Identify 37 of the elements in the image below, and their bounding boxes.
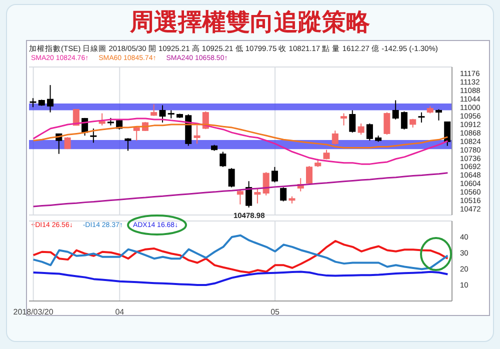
candlestick	[435, 108, 442, 121]
x-tick-label: 2018/03/20	[13, 308, 54, 317]
x-tick-label: 05	[270, 308, 280, 317]
candlestick	[47, 84, 54, 113]
candlestick	[323, 149, 330, 160]
candlestick	[400, 110, 408, 130]
candlestick	[384, 112, 390, 136]
candlestick	[366, 123, 373, 142]
candlestick	[133, 126, 140, 142]
line-series	[32, 172, 448, 208]
candlestick	[150, 104, 158, 116]
candlestick	[30, 98, 36, 108]
candlestick	[280, 186, 287, 202]
candlestick	[220, 151, 226, 168]
candlestick	[90, 128, 97, 144]
candlestick	[246, 180, 252, 208]
candlestick	[306, 165, 312, 185]
candlestick	[271, 166, 278, 183]
candlestick	[72, 108, 80, 126]
candlestick	[418, 112, 425, 124]
candlestick	[444, 121, 451, 146]
candlestick	[98, 112, 106, 126]
chart-title: 周選擇權雙向追蹤策略	[128, 7, 371, 38]
x-tick-label: 04	[115, 308, 125, 317]
candlestick	[236, 188, 244, 205]
candlestick	[392, 100, 399, 120]
candlestick	[159, 104, 166, 124]
candlestick	[349, 110, 356, 134]
line-series	[32, 270, 449, 286]
candlestick	[332, 130, 338, 146]
candlestick	[340, 112, 348, 126]
candlestick	[228, 168, 235, 188]
candlestick	[194, 124, 200, 144]
candlestick	[262, 172, 270, 196]
candlestick	[358, 123, 364, 136]
candlestick	[254, 188, 261, 204]
candlestick	[124, 138, 132, 152]
